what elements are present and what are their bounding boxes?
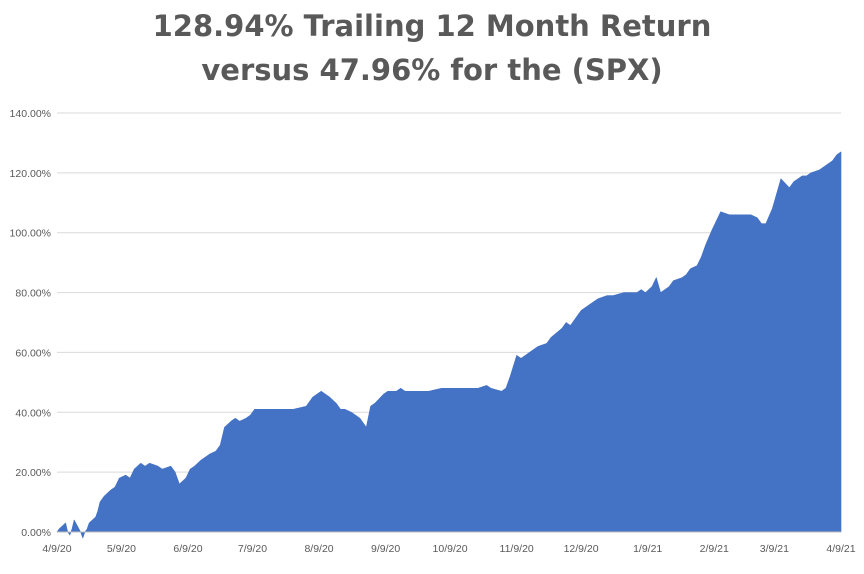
return-area-series <box>56 151 842 539</box>
x-tick-label: 12/9/20 <box>564 543 599 555</box>
x-tick-label: 4/9/20 <box>42 543 71 555</box>
x-tick-label: 8/9/20 <box>304 543 333 555</box>
x-tick-label: 1/9/21 <box>633 543 662 555</box>
y-tick-label: 80.00% <box>15 288 51 300</box>
y-tick-label: 60.00% <box>15 347 51 359</box>
x-tick-label: 7/9/20 <box>238 543 267 555</box>
y-tick-label: 20.00% <box>15 467 51 479</box>
x-tick-label: 6/9/20 <box>173 543 202 555</box>
chart-title-line-1: 128.94% Trailing 12 Month Return <box>152 9 712 43</box>
y-tick-label: 140.00% <box>10 108 51 120</box>
x-tick-label: 4/9/21 <box>826 543 855 555</box>
chart-title: 128.94% Trailing 12 Month Return versus 4… <box>0 4 864 92</box>
chart-title-line-2: versus 47.96% for the (SPX) <box>201 53 663 87</box>
plot-area <box>56 151 842 539</box>
y-tick-label: 40.00% <box>15 407 51 419</box>
x-tick-label: 3/9/21 <box>760 543 789 555</box>
x-tick-label: 5/9/20 <box>107 543 136 555</box>
x-tick-label: 9/9/20 <box>371 543 400 555</box>
y-tick-label: 100.00% <box>10 228 51 240</box>
y-tick-label: 0.00% <box>21 527 51 539</box>
axes: 0.00% 20.00% 40.00% 60.00% 80.00% 100.00% 120.… <box>10 108 856 555</box>
y-tick-label: 120.00% <box>10 168 51 180</box>
x-tick-label: 2/9/21 <box>700 543 729 555</box>
x-tick-label: 11/9/20 <box>500 543 534 555</box>
x-tick-label: 10/9/20 <box>433 543 468 555</box>
